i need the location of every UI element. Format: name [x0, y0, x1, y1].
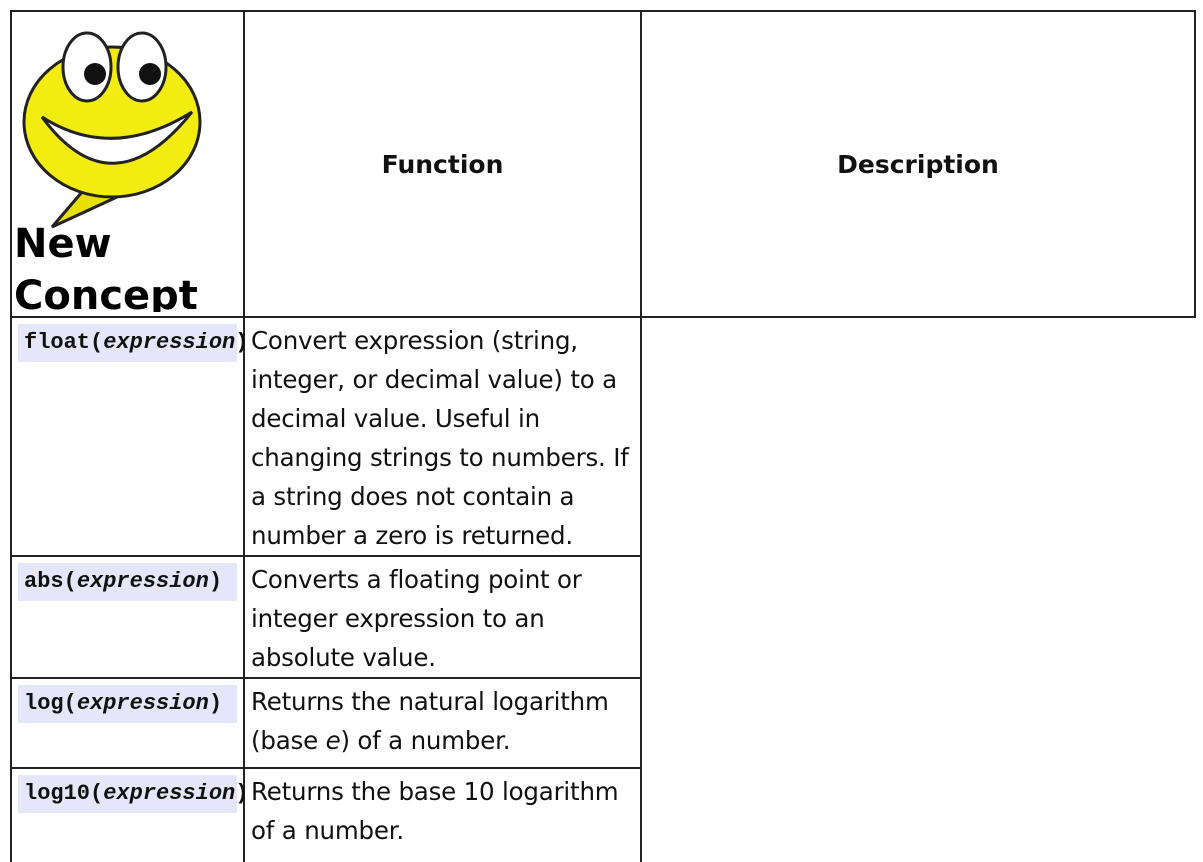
description-cell: Converts a floating point or integer exp…: [243, 555, 642, 679]
description-text: ) of a number.: [340, 726, 511, 755]
function-cell: abs(expression): [10, 555, 245, 679]
function-code: float(expression): [18, 324, 248, 362]
function-argument: expression: [76, 569, 209, 594]
function-name: ): [208, 691, 223, 716]
function-name: abs(: [24, 569, 77, 594]
function-argument: expression: [103, 781, 236, 806]
mouth: [40, 110, 194, 165]
description-cell: Returns the natural logarithm (base e) o…: [243, 677, 642, 769]
table-row: abs(expression) Converts a floating point…: [10, 555, 1195, 679]
function-code: abs(expression): [18, 563, 237, 601]
function-name: log(: [24, 691, 77, 716]
function-argument: expression: [103, 330, 236, 355]
function-name: ): [235, 330, 249, 355]
function-cell: log10(expression): [10, 767, 248, 862]
description-cell: Returns the base 10 logarithm of a numbe…: [243, 767, 642, 862]
icon-cell: New Concept: [10, 10, 245, 319]
function-table: New Concept Function Description float(e…: [10, 10, 1196, 862]
table-row: log(expression) Returns the natural logar…: [10, 677, 1195, 769]
icon-text: Concept: [14, 273, 198, 312]
function-code: log10(expression): [18, 775, 248, 813]
function-cell: log(expression): [10, 677, 245, 769]
header-cell: Description: [640, 10, 1196, 318]
table-row: log10(expression) Returns the base 10 log…: [10, 767, 1195, 862]
function-argument: expression: [76, 691, 209, 716]
icon-text: New: [14, 221, 112, 267]
function-name: ): [235, 781, 249, 806]
smiley-icon: New Concept: [14, 31, 202, 319]
function-name: float(: [24, 330, 104, 355]
function-code: log(expression): [18, 685, 237, 723]
page: New Concept Function Description float(e…: [10, 10, 1196, 862]
header-row: New Concept Function Description: [10, 10, 1196, 319]
description-cell: Convert expression (string, integer, or …: [243, 316, 642, 557]
table-row: float(expression) Convert expression (str…: [10, 316, 1195, 557]
description-text: Converts a floating point or integer exp…: [251, 565, 582, 672]
header-cell: Function: [243, 10, 642, 318]
function-name: ): [208, 569, 223, 594]
function-name: log10(: [24, 781, 104, 806]
pupil: [139, 63, 161, 85]
pupil: [84, 63, 106, 85]
description-text: Returns the base 10 logarithm of a numbe…: [251, 777, 619, 845]
function-cell: float(expression): [10, 316, 248, 557]
description-text: Convert expression (string, integer, or …: [251, 326, 629, 550]
description-text: e: [325, 726, 341, 755]
